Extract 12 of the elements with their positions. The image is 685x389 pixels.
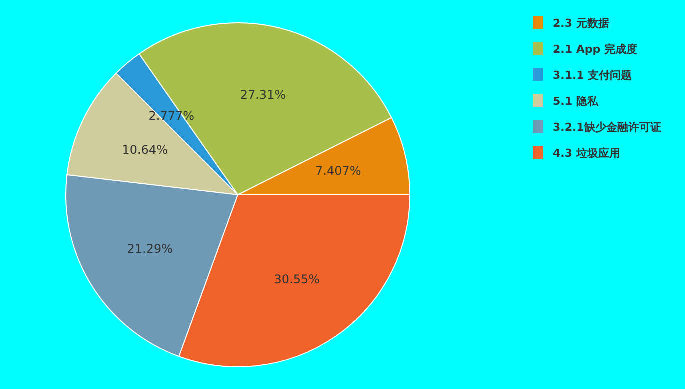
legend-label: 3.1.1 支付问题 [553, 69, 632, 82]
data-label: 27.31% [240, 88, 286, 102]
data-label: 30.55% [274, 272, 320, 287]
data-label: 10.64% [122, 143, 168, 158]
legend-label: 2.1 App 完成度 [553, 43, 638, 56]
data-label: 2.777% [148, 108, 195, 123]
legend-label: 3.2.1缺少金融许可证 [553, 121, 662, 134]
data-label: 21.29% [127, 242, 174, 256]
legend-label: 2.3 元数据 [553, 17, 610, 30]
legend-label: 5.1 隐私 [553, 95, 600, 108]
data-label: 7.407% [316, 164, 362, 178]
legend-label: 4.3 垃圾应用 [553, 147, 620, 160]
